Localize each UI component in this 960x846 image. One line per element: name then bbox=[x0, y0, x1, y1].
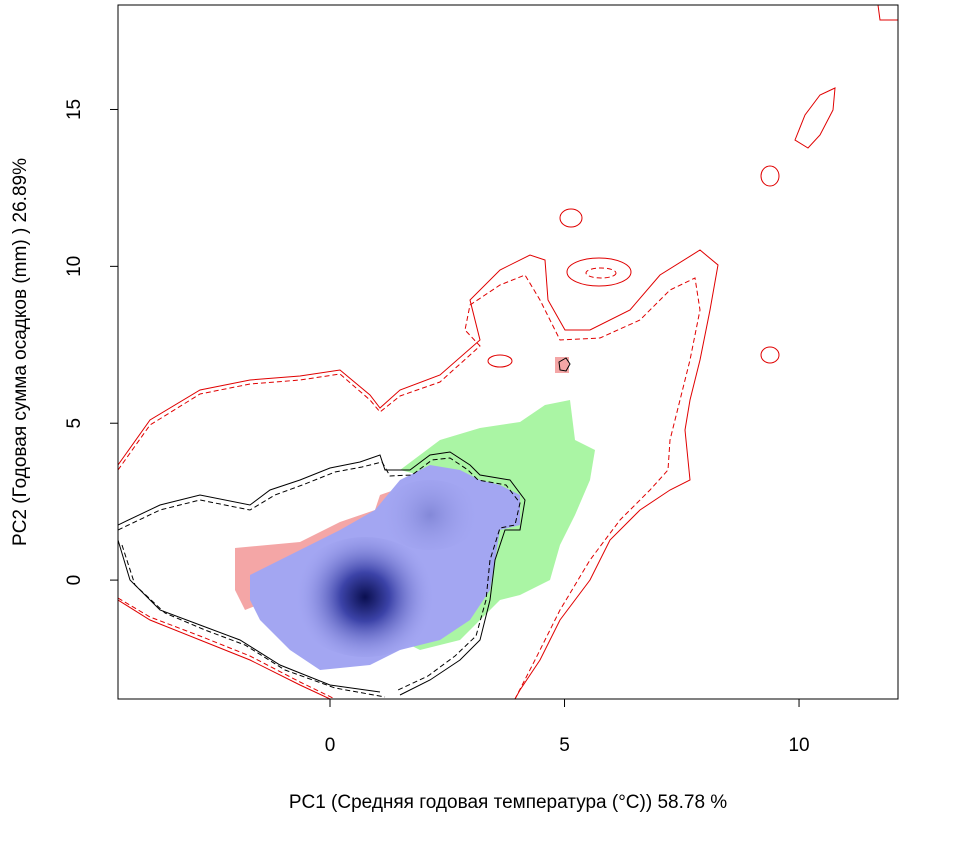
contour bbox=[585, 267, 617, 279]
contour bbox=[118, 457, 521, 691]
contour bbox=[760, 346, 780, 364]
density bbox=[380, 480, 480, 550]
contour bbox=[559, 208, 583, 228]
x-tick-label: 5 bbox=[559, 735, 570, 756]
plot-frame bbox=[117, 4, 899, 700]
contour bbox=[877, 5, 898, 21]
contour bbox=[760, 165, 780, 187]
plot-area bbox=[118, 5, 898, 699]
contour bbox=[566, 257, 632, 287]
contour bbox=[118, 451, 526, 696]
x-tick-label: 10 bbox=[788, 735, 809, 756]
y-tick-label: 0 bbox=[64, 575, 85, 586]
contour bbox=[118, 599, 331, 699]
y-tick-label: 5 bbox=[64, 418, 85, 429]
y-tick-label: 15 bbox=[64, 99, 85, 120]
contour bbox=[118, 274, 701, 699]
red-region bbox=[555, 357, 569, 373]
contour bbox=[121, 544, 386, 698]
y-axis-label: PC2 (Годовая сумма осадков (mm) ) 26.89% bbox=[10, 158, 31, 546]
y-tick-label: 10 bbox=[64, 256, 85, 277]
contour bbox=[794, 87, 836, 149]
contour bbox=[487, 354, 513, 368]
density bbox=[290, 537, 440, 657]
contour bbox=[558, 357, 571, 372]
x-axis-label: PC1 (Средняя годовая температура (°C)) 5… bbox=[289, 792, 727, 813]
x-tick-label: 0 bbox=[325, 735, 336, 756]
contour bbox=[118, 249, 719, 699]
